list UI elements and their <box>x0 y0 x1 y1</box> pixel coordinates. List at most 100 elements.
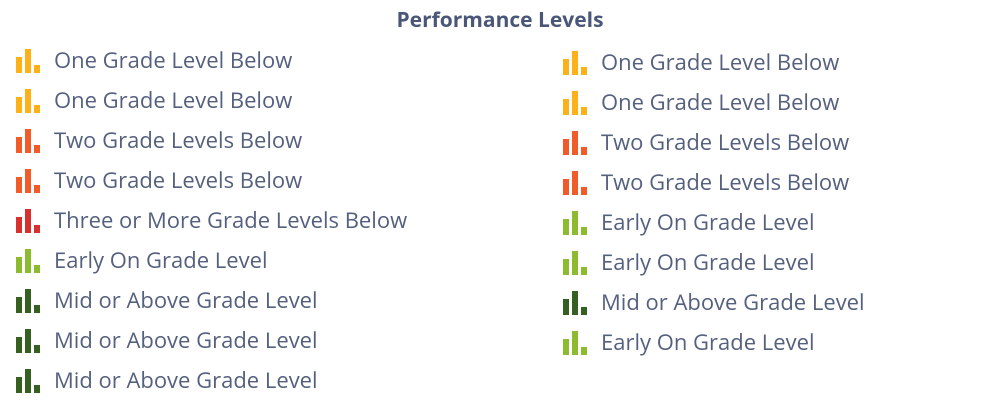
icon-bar <box>563 339 569 355</box>
legend-label: One Grade Level Below <box>54 85 293 115</box>
legend-item: One Grade Level Below <box>561 82 865 122</box>
level-icon <box>16 369 40 393</box>
legend-item: Early On Grade Level <box>14 240 407 280</box>
legend-item: Two Grade Levels Below <box>561 122 865 162</box>
icon-bar <box>581 147 587 155</box>
legend-label: Early On Grade Level <box>601 247 815 277</box>
icon-bar <box>572 91 578 115</box>
icon-bar <box>572 291 578 315</box>
icon-bar <box>34 225 40 233</box>
legend-item: Early On Grade Level <box>561 202 865 242</box>
icon-bar <box>563 299 569 315</box>
level-icon <box>16 49 40 73</box>
legend-label: One Grade Level Below <box>601 87 840 117</box>
icon-bar <box>563 139 569 155</box>
icon-bar <box>563 219 569 235</box>
legend-label: Two Grade Levels Below <box>601 127 850 157</box>
icon-bar <box>16 137 22 153</box>
legend-item: Three or More Grade Levels Below <box>14 200 407 240</box>
legend-label: Three or More Grade Levels Below <box>54 205 408 235</box>
icon-bar <box>16 177 22 193</box>
legend-item: Mid or Above Grade Level <box>14 360 407 400</box>
legend-item: Early On Grade Level <box>561 242 865 282</box>
icon-bar <box>34 145 40 153</box>
legend-label: Mid or Above Grade Level <box>54 285 318 315</box>
level-icon <box>563 291 587 315</box>
icon-bar <box>16 97 22 113</box>
legend-item: Mid or Above Grade Level <box>14 320 407 360</box>
icon-bar <box>16 337 22 353</box>
level-icon <box>563 131 587 155</box>
icon-bar <box>25 129 31 153</box>
legend-label: Mid or Above Grade Level <box>54 325 318 355</box>
level-icon <box>16 329 40 353</box>
icon-bar <box>16 297 22 313</box>
legend-label: Two Grade Levels Below <box>54 165 303 195</box>
legend-item: Two Grade Levels Below <box>14 120 407 160</box>
legend-label: One Grade Level Below <box>601 47 840 77</box>
icon-bar <box>572 331 578 355</box>
icon-bar <box>572 171 578 195</box>
icon-bar <box>16 377 22 393</box>
icon-bar <box>34 305 40 313</box>
icon-bar <box>581 307 587 315</box>
icon-bar <box>563 99 569 115</box>
icon-bar <box>34 65 40 73</box>
level-icon <box>16 169 40 193</box>
icon-bar <box>572 211 578 235</box>
level-icon <box>16 89 40 113</box>
icon-bar <box>25 289 31 313</box>
level-icon <box>16 209 40 233</box>
icon-bar <box>34 185 40 193</box>
level-icon <box>563 91 587 115</box>
icon-bar <box>572 131 578 155</box>
icon-bar <box>34 105 40 113</box>
level-icon <box>563 171 587 195</box>
icon-bar <box>16 217 22 233</box>
legend-item: One Grade Level Below <box>561 42 865 82</box>
legend-item: One Grade Level Below <box>14 40 407 80</box>
level-icon <box>16 289 40 313</box>
icon-bar <box>25 89 31 113</box>
icon-bar <box>25 369 31 393</box>
icon-bar <box>563 179 569 195</box>
icon-bar <box>563 59 569 75</box>
legend-label: Early On Grade Level <box>601 207 815 237</box>
icon-bar <box>34 345 40 353</box>
icon-bar <box>581 187 587 195</box>
icon-bar <box>25 169 31 193</box>
level-icon <box>16 129 40 153</box>
legend-label: Two Grade Levels Below <box>601 167 850 197</box>
legend-title: Performance Levels <box>396 6 604 34</box>
legend-item: Early On Grade Level <box>561 322 865 362</box>
level-icon <box>563 251 587 275</box>
icon-bar <box>572 51 578 75</box>
legend-item: Mid or Above Grade Level <box>14 280 407 320</box>
icon-bar <box>581 107 587 115</box>
icon-bar <box>25 249 31 273</box>
legend-label: Early On Grade Level <box>601 327 815 357</box>
icon-bar <box>581 227 587 235</box>
icon-bar <box>581 67 587 75</box>
icon-bar <box>572 251 578 275</box>
icon-bar <box>581 347 587 355</box>
legend-label: Mid or Above Grade Level <box>54 365 318 395</box>
legend-column: One Grade Level Below One Grade Level Bel… <box>14 40 407 400</box>
level-icon <box>563 211 587 235</box>
level-icon <box>16 249 40 273</box>
legend-label: Mid or Above Grade Level <box>601 287 865 317</box>
legend-item: Two Grade Levels Below <box>561 162 865 202</box>
legend-label: Two Grade Levels Below <box>54 125 303 155</box>
legend-label: Early On Grade Level <box>54 245 268 275</box>
legend-item: Mid or Above Grade Level <box>561 282 865 322</box>
icon-bar <box>16 257 22 273</box>
icon-bar <box>34 385 40 393</box>
icon-bar <box>25 329 31 353</box>
legend-column: One Grade Level Below One Grade Level Bel… <box>561 42 865 362</box>
level-icon <box>563 51 587 75</box>
icon-bar <box>25 49 31 73</box>
icon-bar <box>25 209 31 233</box>
icon-bar <box>16 57 22 73</box>
icon-bar <box>563 259 569 275</box>
